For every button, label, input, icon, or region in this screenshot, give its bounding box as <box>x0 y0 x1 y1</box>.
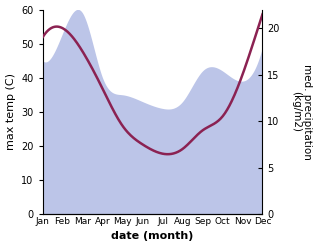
Y-axis label: med. precipitation
(kg/m2): med. precipitation (kg/m2) <box>291 64 313 160</box>
X-axis label: date (month): date (month) <box>111 231 194 242</box>
Y-axis label: max temp (C): max temp (C) <box>5 73 16 150</box>
